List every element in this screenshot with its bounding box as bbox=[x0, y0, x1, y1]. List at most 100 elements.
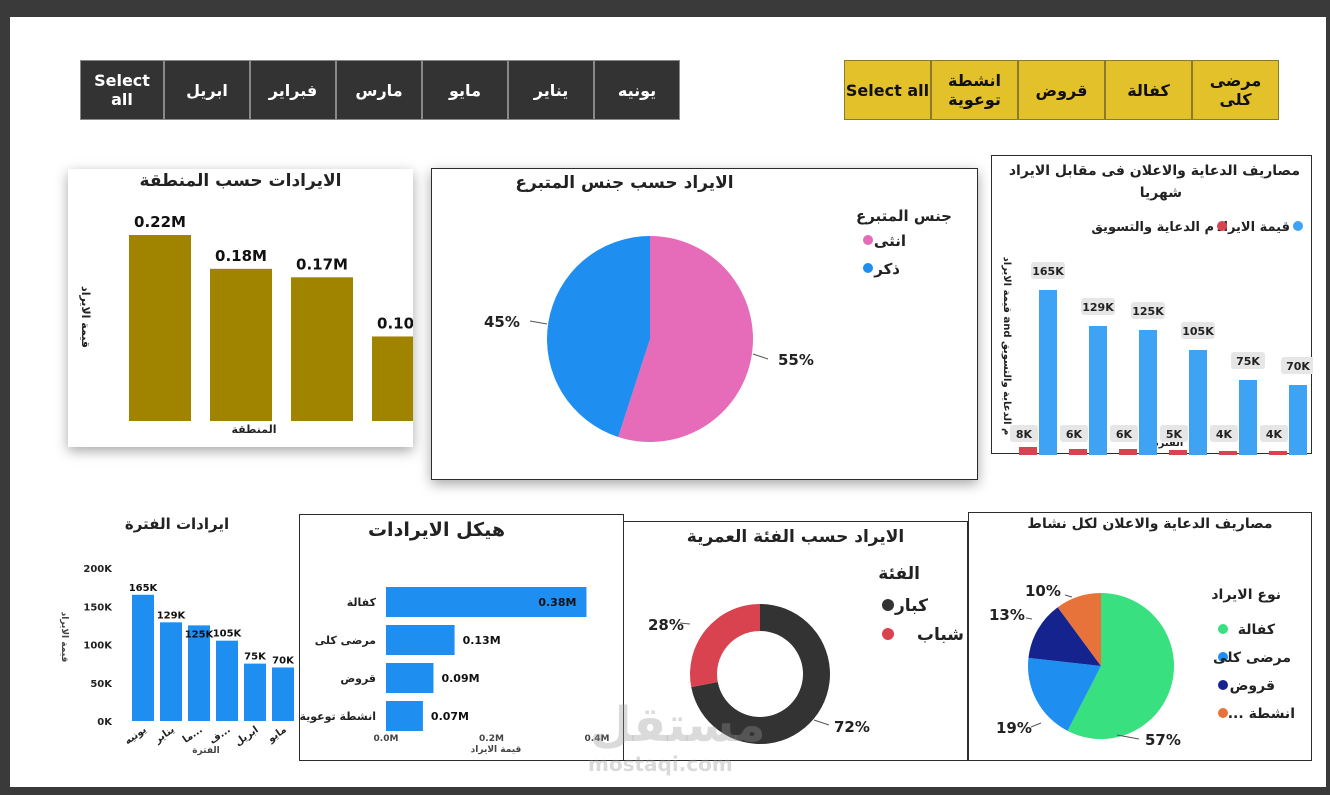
activity-pct-label: 19% bbox=[996, 719, 1032, 737]
ads-label-bg bbox=[1010, 425, 1038, 442]
structure-bar bbox=[386, 587, 587, 617]
activity-kidney-patients-button[interactable]: مرضى كلى bbox=[1192, 60, 1279, 120]
ads-bar-label: 4K bbox=[1216, 428, 1233, 441]
age-donut-chart: 72% 28% الفئة كبار شباب bbox=[648, 564, 964, 744]
activity-legend-label: ... انشطة bbox=[1228, 706, 1295, 722]
ads-bar-label: 8K bbox=[1016, 428, 1033, 441]
structure-x-axis-label: قيمة الايراد bbox=[471, 745, 522, 755]
region-bar-chart: قيمة الايراد المنطقة 0.22M 0.18M 0.17M 0.10… bbox=[79, 213, 413, 436]
legend-male-label: ذكر bbox=[873, 260, 900, 278]
age-donut-slice bbox=[690, 604, 760, 688]
activity-loans-button[interactable]: قروض bbox=[1018, 60, 1105, 120]
structure-bar-label: 0.13M bbox=[463, 634, 501, 647]
period-bar-chart: قيمة الايراد الفترة 0K 50K 100K 150K 200K 165… bbox=[59, 564, 295, 756]
structure-x-tick: 0.2M bbox=[479, 734, 504, 744]
activity-legend-marker bbox=[1218, 652, 1228, 662]
legend-youth-label: شباب bbox=[917, 625, 964, 645]
structure-category-label: قروض bbox=[340, 672, 376, 685]
period-x-tick: ما... bbox=[181, 724, 205, 745]
ads-chart-title-line1: مصاريف الدعاية والاعلان فى مقابل الايراد bbox=[1009, 163, 1300, 179]
revenue-label-bg bbox=[1231, 352, 1265, 369]
revenue-label-bg bbox=[1281, 357, 1313, 374]
legend-ads-marker bbox=[1217, 221, 1227, 231]
period-bar-label: 105K bbox=[213, 629, 243, 640]
month-may-button[interactable]: مايو bbox=[422, 60, 508, 120]
revenue-bar-label: 105K bbox=[1182, 325, 1214, 338]
month-april-button[interactable]: ابريل bbox=[164, 60, 250, 120]
region-revenue-card: الايرادات حسب المنطقة قيمة الايراد المنط… bbox=[68, 169, 413, 447]
revenue-bar bbox=[1089, 326, 1107, 455]
ads-label-bg bbox=[1110, 425, 1138, 442]
region-bar bbox=[129, 235, 191, 421]
period-x-axis-label: الفترة bbox=[192, 746, 220, 756]
age-leader-line bbox=[679, 622, 691, 625]
region-bar-label: 0.18M bbox=[215, 247, 267, 265]
month-slicer: Select all ابريل فبراير مارس مايو يناير … bbox=[80, 60, 680, 120]
activity-ads-pie-chart: 57% 19% 13%10% نوع الايراد كفالة مرضى كلى قر… bbox=[989, 582, 1295, 749]
period-x-tick: ابريل bbox=[233, 724, 261, 748]
activity-pct-label: 10% bbox=[1025, 582, 1061, 600]
legend-male-marker bbox=[863, 263, 873, 273]
month-march-button[interactable]: مارس bbox=[336, 60, 422, 120]
period-bar bbox=[244, 663, 266, 721]
ads-vs-revenue-chart: مصاريف الدعاية والاعلان فى مقابل الايراد… bbox=[1001, 163, 1313, 455]
activity-leader-line bbox=[1025, 617, 1033, 620]
activity-select-all-button[interactable]: Select all bbox=[844, 60, 931, 120]
ads-bar bbox=[1219, 451, 1237, 455]
structure-x-tick: 0.4M bbox=[585, 734, 610, 744]
revenue-bar-label: 165K bbox=[1032, 265, 1064, 278]
period-bar-label: 70K bbox=[272, 655, 295, 666]
region-bar bbox=[210, 268, 272, 421]
gender-leader-line bbox=[529, 320, 548, 325]
structure-bar-label: 0.07M bbox=[431, 710, 469, 723]
gender-pie-chart: 55% 45% جنس المتبرع انثى ذكر bbox=[484, 207, 952, 442]
age-group-card: الايراد حسب الفئة العمرية 72% 28% الفئة ك… bbox=[623, 521, 968, 761]
structure-bar bbox=[386, 701, 423, 731]
ads-x-axis-label: الفتره bbox=[1153, 438, 1184, 449]
period-y-tick: 100K bbox=[83, 641, 113, 652]
month-february-button[interactable]: فبراير bbox=[250, 60, 336, 120]
revenue-bar bbox=[1239, 380, 1257, 455]
period-bar-label: 75K bbox=[244, 652, 267, 663]
ads-bar bbox=[1019, 447, 1037, 455]
month-june-button[interactable]: يونيه bbox=[594, 60, 680, 120]
period-bar bbox=[188, 625, 210, 721]
period-x-tick: ف... bbox=[208, 724, 233, 746]
legend-adults-marker bbox=[882, 599, 894, 611]
ads-vs-revenue-card: مصاريف الدعاية والاعلان فى مقابل الايراد… bbox=[991, 155, 1313, 455]
legend-youth-marker bbox=[882, 628, 894, 640]
period-bar-label: 125K bbox=[185, 629, 215, 640]
ads-label-bg bbox=[1060, 425, 1088, 442]
revenue-bar-label: 125K bbox=[1132, 305, 1164, 318]
period-y-tick: 0K bbox=[97, 717, 113, 728]
activity-awareness-button[interactable]: انشطة توعوية bbox=[931, 60, 1018, 120]
month-select-all-button[interactable]: Select all bbox=[80, 60, 164, 120]
ads-bar-label: 4K bbox=[1266, 428, 1283, 441]
activity-legend-label: قروض bbox=[1230, 678, 1275, 694]
period-bar bbox=[132, 594, 154, 721]
legend-female-label: انثى bbox=[874, 232, 906, 250]
activity-legend-marker bbox=[1218, 624, 1228, 634]
period-revenue-card: ايرادات الفترة قيمة الايراد الفترة 0K 50K… bbox=[54, 513, 300, 763]
legend-adults-label: كبار bbox=[894, 596, 928, 616]
period-bar-label: 129K bbox=[157, 610, 187, 621]
activity-leader-line bbox=[1116, 734, 1140, 740]
activity-legend-marker bbox=[1218, 708, 1228, 718]
revenue-bar-label: 75K bbox=[1236, 355, 1260, 368]
gender-pie-slice bbox=[547, 236, 650, 437]
ads-bar bbox=[1069, 449, 1087, 455]
revenue-label-bg bbox=[1031, 262, 1065, 279]
activity-legend-label: كفالة bbox=[1238, 622, 1276, 638]
ads-label-bg bbox=[1160, 425, 1188, 442]
structure-bar bbox=[386, 663, 434, 693]
structure-category-label: مرضى كلى bbox=[315, 634, 376, 647]
gender-chart-title: الايراد حسب جنس المتبرع bbox=[515, 173, 734, 193]
period-y-tick: 50K bbox=[90, 679, 113, 690]
activity-sponsorship-button[interactable]: كفالة bbox=[1105, 60, 1192, 120]
revenue-bar bbox=[1039, 290, 1057, 455]
month-january-button[interactable]: يناير bbox=[508, 60, 594, 120]
activity-leader-line bbox=[1064, 594, 1073, 598]
period-y-tick: 200K bbox=[83, 564, 113, 575]
structure-bar-label: 0.38M bbox=[538, 596, 576, 609]
revenue-structure-card: هيكل الايرادات قيمة الايراد كفالة 0.38M مر… bbox=[299, 514, 624, 761]
